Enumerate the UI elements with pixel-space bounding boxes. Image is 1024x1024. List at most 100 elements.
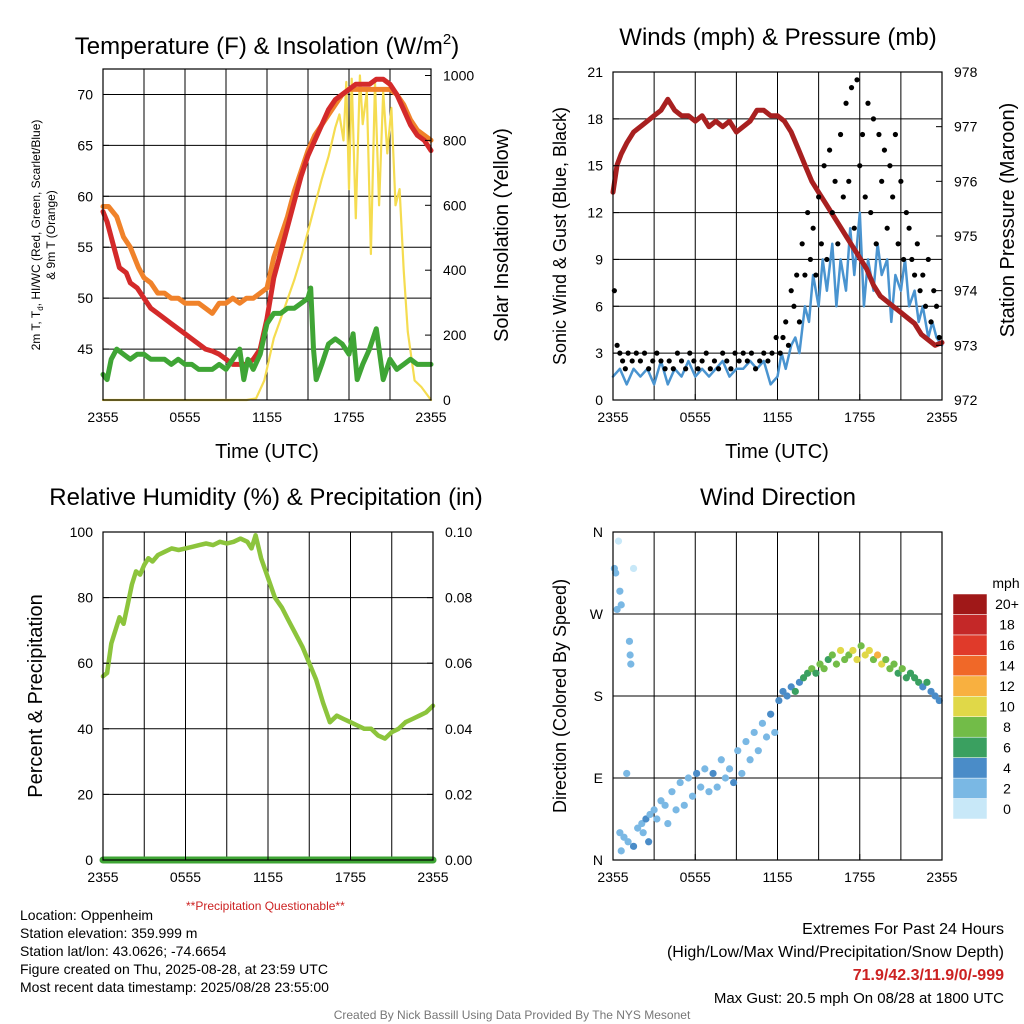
gust-point xyxy=(796,319,803,325)
y-tick-label: 100 xyxy=(70,524,94,540)
y-tick-label: 60 xyxy=(77,188,93,204)
direction-point xyxy=(721,774,730,782)
direction-point xyxy=(626,651,634,659)
direction-point xyxy=(828,651,836,659)
direction-point xyxy=(713,783,721,791)
gust-point xyxy=(788,288,794,294)
y-tick-label: 60 xyxy=(77,655,93,671)
temperature-xlabel: Time (UTC) xyxy=(215,441,319,463)
y-tick-label: 65 xyxy=(77,137,93,153)
legend-swatch xyxy=(952,634,988,656)
gust-point xyxy=(757,358,763,364)
winds-gridlines xyxy=(613,72,942,400)
gust-point xyxy=(873,241,879,247)
y-tick-label: 6 xyxy=(595,298,603,314)
gust-point xyxy=(832,178,838,184)
gust-point xyxy=(619,358,626,364)
x-tick-label: 1155 xyxy=(762,409,792,425)
extremes-block: Extremes For Past 24 Hours (High/Low/Max… xyxy=(667,918,1004,1010)
gust-point xyxy=(821,163,827,169)
direction-point xyxy=(680,801,688,809)
wind-line xyxy=(611,211,944,386)
legend-label: 14 xyxy=(999,658,1015,674)
temperature-title: Temperature (F) & Insolation (W/m2) xyxy=(75,31,459,60)
direction-point xyxy=(758,719,767,727)
y2-tick-label: 973 xyxy=(954,337,978,353)
y2-tick-label: 0.00 xyxy=(445,852,472,868)
direction-point xyxy=(653,815,661,823)
humidity-tick-labels: 2355 0555 1155 1755 23550204060801000.000.02… xyxy=(70,524,473,885)
temperature-series xyxy=(100,74,434,402)
gust-point xyxy=(931,288,937,294)
x-tick-label: 1755 xyxy=(844,409,875,425)
x-tick-label: 1755 xyxy=(333,409,364,425)
direction-point xyxy=(617,601,625,609)
wind-ylabel: Sonic Wind & Gust (Blue, Black) xyxy=(550,107,570,365)
gust-point xyxy=(678,358,685,364)
x-tick-label: 2355 xyxy=(415,409,446,425)
y2-tick-label: 400 xyxy=(443,262,467,278)
y-tick-label: 45 xyxy=(77,341,93,357)
gust-point xyxy=(933,303,940,309)
gust-point xyxy=(629,358,635,364)
gust-point xyxy=(851,225,857,231)
gust-point xyxy=(884,225,890,231)
gust-point xyxy=(890,194,896,200)
legend-label: 4 xyxy=(1003,760,1011,776)
gust-point xyxy=(699,358,705,364)
gust-point xyxy=(826,147,833,153)
gust-point xyxy=(898,178,904,184)
gust-point xyxy=(911,272,918,278)
gust-point xyxy=(868,209,874,216)
direction-point xyxy=(832,660,841,668)
legend-label: 12 xyxy=(999,678,1015,694)
gust-point xyxy=(835,241,841,247)
direction-point xyxy=(614,537,623,545)
legend-swatch xyxy=(952,798,988,820)
direction-point xyxy=(730,778,738,787)
gust-point xyxy=(695,366,701,372)
legend-label: 18 xyxy=(999,617,1015,633)
gust-point xyxy=(810,225,816,231)
gust-point xyxy=(917,288,923,294)
direction-point xyxy=(701,765,709,773)
direction-point xyxy=(746,756,754,764)
direction-point xyxy=(629,842,638,850)
gust-point xyxy=(794,272,800,278)
direction-point xyxy=(762,733,771,741)
gust-point xyxy=(654,350,660,356)
legend-swatch xyxy=(952,716,988,738)
gust-point xyxy=(914,241,920,247)
y2-tick-label: 0.04 xyxy=(445,721,472,737)
gust-point xyxy=(876,131,882,138)
direction-point xyxy=(612,569,620,577)
legend-label: 8 xyxy=(1003,719,1011,735)
y2-tick-label: 200 xyxy=(443,327,467,343)
direction-panel: Wind Direction 2355 0555 1155 1755 2355NESWN… xyxy=(550,484,1020,885)
gust-point xyxy=(895,241,901,247)
legend-swatch xyxy=(952,655,988,677)
gust-point xyxy=(829,209,835,216)
x-tick-label: 1755 xyxy=(844,869,875,885)
x-tick-label: 2355 xyxy=(87,409,118,425)
winds-series xyxy=(610,77,945,386)
gust-point xyxy=(744,358,750,364)
y2-tick-label: 978 xyxy=(954,64,978,80)
direction-point xyxy=(836,646,845,655)
y-tick-label: 21 xyxy=(587,64,603,80)
direction-point xyxy=(865,646,873,655)
direction-point xyxy=(849,646,857,655)
direction-point xyxy=(627,660,635,668)
direction-point xyxy=(617,847,625,855)
gust-point xyxy=(765,358,771,364)
legend-swatch xyxy=(952,757,988,779)
gust-point xyxy=(728,366,734,372)
y-tick-label: 0 xyxy=(595,392,603,408)
x-tick-label: 1755 xyxy=(335,869,366,885)
direction-point xyxy=(742,737,750,746)
gust-point xyxy=(920,272,926,278)
direction-point xyxy=(750,728,758,737)
legend-label: 10 xyxy=(999,699,1015,715)
gust-point xyxy=(720,350,726,356)
